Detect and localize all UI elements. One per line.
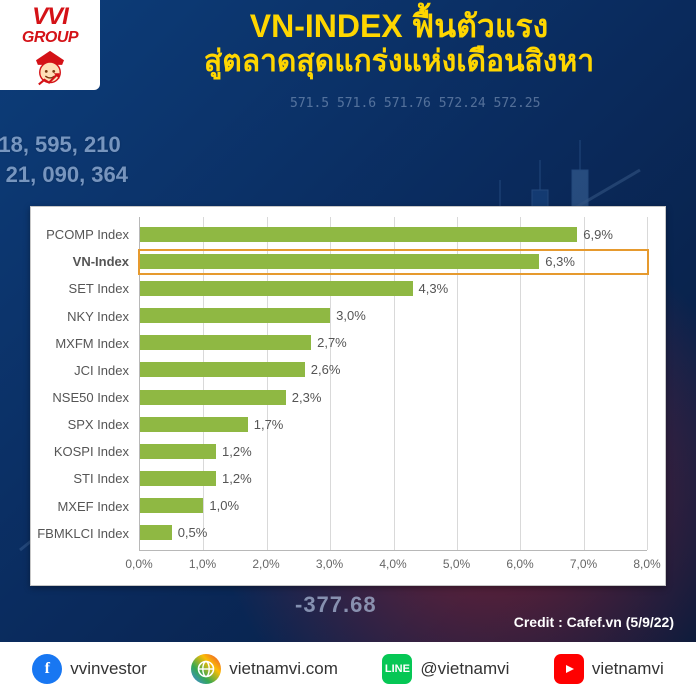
x-tick-label: 4,0% — [379, 557, 406, 571]
bar — [140, 525, 172, 540]
x-tick-label: 7,0% — [570, 557, 597, 571]
bar — [140, 390, 286, 405]
bar-row: 1,0% — [140, 494, 647, 516]
bar-value-label: 1,0% — [209, 498, 239, 513]
logo-line2: GROUP — [22, 29, 78, 47]
y-axis-label: SET Index — [31, 278, 135, 300]
bar — [140, 335, 311, 350]
bar — [140, 444, 216, 459]
header: VVI GROUP VN-INDEX ฟื้นตัวแรง สู่ตลาดสุด… — [0, 0, 696, 90]
youtube-icon — [554, 654, 584, 684]
bar — [140, 308, 330, 323]
logo-mascot-icon — [25, 49, 75, 88]
bar-value-label: 1,2% — [222, 444, 252, 459]
bar-value-label: 2,3% — [292, 390, 322, 405]
infographic-root: e 18, 595, 210 0) 21, 090, 364 571.5 571… — [0, 0, 696, 696]
social-facebook[interactable]: f vvinvestor — [32, 654, 147, 684]
social-label: vvinvestor — [70, 659, 147, 679]
bar-row: 1,2% — [140, 467, 647, 489]
social-label: @vietnamvi — [420, 659, 509, 679]
facebook-icon: f — [32, 654, 62, 684]
headline-line2: สู่ตลาดสุดแกร่งแห่งเดือนสิงหา — [114, 45, 684, 80]
gridline — [647, 217, 648, 550]
bar-row: 6,9% — [140, 224, 647, 246]
bar-row: 2,7% — [140, 332, 647, 354]
y-axis-label: FBMKLCI Index — [31, 522, 135, 544]
social-youtube[interactable]: vietnamvi — [554, 654, 664, 684]
line-icon: LINE — [382, 654, 412, 684]
bar-row: 1,7% — [140, 413, 647, 435]
y-axis-label: MXFM Index — [31, 332, 135, 354]
headline-line1: VN-INDEX ฟื้นตัวแรง — [114, 8, 684, 45]
background-numbers-decor: e 18, 595, 210 0) 21, 090, 364 — [0, 130, 128, 189]
bar-value-label: 6,9% — [583, 227, 613, 242]
y-axis-label: VN-Index — [31, 251, 135, 273]
credit-line: Credit : Cafef.vn (5/9/22) — [514, 614, 674, 630]
bar-value-label: 2,7% — [317, 335, 347, 350]
bar — [140, 498, 203, 513]
bar-row: 1,2% — [140, 440, 647, 462]
bar-row: 2,3% — [140, 386, 647, 408]
x-tick-label: 8,0% — [633, 557, 660, 571]
bar-value-label: 2,6% — [311, 362, 341, 377]
vvi-logo: VVI GROUP — [0, 0, 100, 90]
y-axis-label: NKY Index — [31, 305, 135, 327]
bar-value-label: 4,3% — [419, 281, 449, 296]
bar-row: 0,5% — [140, 521, 647, 543]
y-axis-labels: PCOMP Index VN-Index SET Index NKY Index MXF… — [31, 217, 135, 551]
bar-value-label: 0,5% — [178, 525, 208, 540]
x-tick-label: 0,0% — [125, 557, 152, 571]
social-label: vietnamvi.com — [229, 659, 338, 679]
x-tick-label: 2,0% — [252, 557, 279, 571]
x-tick-label: 6,0% — [506, 557, 533, 571]
bar — [140, 227, 577, 242]
y-axis-label: JCI Index — [31, 359, 135, 381]
y-axis-label: NSE50 Index — [31, 387, 135, 409]
footer-socials: f vvinvestor vietnamvi.com LINE @vietnam… — [0, 642, 696, 696]
bar-chart-panel: PCOMP Index VN-Index SET Index NKY Index MXF… — [30, 206, 666, 586]
bar-row: 6,3% — [140, 251, 647, 273]
plot-area: 6,9%6,3%4,3%3,0%2,7%2,6%2,3%1,7%1,2%1,2%… — [139, 217, 647, 551]
bar — [140, 362, 305, 377]
x-tick-label: 1,0% — [189, 557, 216, 571]
background-figure-decor: -377.68 — [295, 592, 377, 618]
logo-line1: VVI — [32, 6, 68, 29]
bar — [140, 471, 216, 486]
y-axis-label: PCOMP Index — [31, 224, 135, 246]
bar-value-label: 6,3% — [545, 254, 575, 269]
bar-row: 2,6% — [140, 359, 647, 381]
bar — [140, 254, 539, 269]
bar-value-label: 3,0% — [336, 308, 366, 323]
bar-value-label: 1,7% — [254, 417, 284, 432]
globe-icon — [191, 654, 221, 684]
x-tick-label: 5,0% — [443, 557, 470, 571]
social-label: vietnamvi — [592, 659, 664, 679]
y-axis-label: SPX Index — [31, 414, 135, 436]
social-line[interactable]: LINE @vietnamvi — [382, 654, 509, 684]
social-web[interactable]: vietnamvi.com — [191, 654, 338, 684]
bar-row: 3,0% — [140, 305, 647, 327]
bar-value-label: 1,2% — [222, 471, 252, 486]
headline: VN-INDEX ฟื้นตัวแรง สู่ตลาดสุดแกร่งแห่งเ… — [100, 0, 696, 79]
bars-container: 6,9%6,3%4,3%3,0%2,7%2,6%2,3%1,7%1,2%1,2%… — [140, 217, 647, 550]
bar — [140, 417, 248, 432]
bar — [140, 281, 413, 296]
y-axis-label: KOSPI Index — [31, 441, 135, 463]
y-axis-label: MXEF Index — [31, 495, 135, 517]
x-tick-label: 3,0% — [316, 557, 343, 571]
y-axis-label: STI Index — [31, 468, 135, 490]
background-price-ladder-decor: 571.5 571.6 571.76 572.24 572.25 — [290, 96, 540, 113]
bar-row: 4,3% — [140, 278, 647, 300]
x-axis: 0,0%1,0%2,0%3,0%4,0%5,0%6,0%7,0%8,0% — [139, 555, 647, 577]
